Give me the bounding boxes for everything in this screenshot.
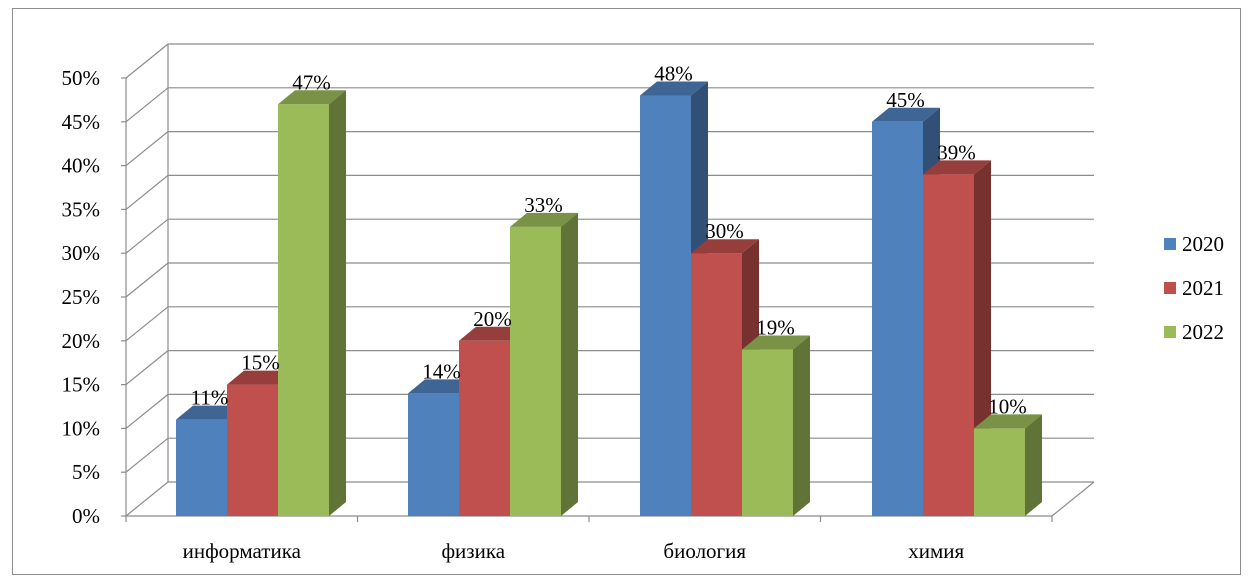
bar-front <box>459 340 510 516</box>
side-gridline <box>125 262 169 298</box>
data-labels: 11% 15% 47% 14% 20% 33% 48% 30% 19% 45% 39% 10% <box>191 62 1027 419</box>
legend-label: 2020 <box>1182 232 1224 256</box>
bar-top <box>742 335 810 350</box>
bar-top <box>640 81 708 96</box>
category-label: физика <box>441 539 505 563</box>
bar <box>742 335 810 516</box>
bar-top <box>510 212 578 227</box>
bar-side <box>1025 414 1042 516</box>
bar-side <box>329 90 346 516</box>
bar-top <box>278 90 346 105</box>
bars <box>176 81 1042 517</box>
data-label: 11% <box>191 386 229 410</box>
bar-front <box>872 121 923 517</box>
y-axis-labels: 0% 5% 10% 15% 20% 25% 30% 35% 40% 45% 50% <box>62 66 101 528</box>
floor-edge <box>1051 481 1095 517</box>
bar-top <box>872 107 940 122</box>
bar-front <box>691 253 742 516</box>
y-tick-label: 5% <box>72 460 100 484</box>
legend: 2020 2021 2022 <box>1164 232 1224 344</box>
side-gridline <box>125 481 169 517</box>
x-axis-labels: информатика физика биология химия <box>183 539 965 563</box>
bar <box>510 212 578 517</box>
data-label: 33% <box>524 193 563 217</box>
bar-front <box>510 226 561 517</box>
data-label: 14% <box>422 359 461 383</box>
bar <box>974 414 1042 516</box>
data-label: 48% <box>654 62 693 86</box>
y-tick-label: 25% <box>62 285 101 309</box>
bar <box>278 90 346 516</box>
legend-swatch <box>1164 282 1176 294</box>
data-label: 47% <box>292 70 331 94</box>
side-gridline <box>125 350 169 386</box>
y-tick-label: 40% <box>62 154 101 178</box>
data-label: 45% <box>886 88 925 112</box>
side-gridline <box>125 131 169 167</box>
data-label: 30% <box>705 219 744 243</box>
bar-side <box>561 212 578 517</box>
y-tick-label: 0% <box>72 504 100 528</box>
bar-front <box>227 384 278 516</box>
legend-swatch <box>1164 326 1176 338</box>
bar-top <box>974 414 1042 429</box>
data-label: 20% <box>473 307 512 331</box>
y-tick-label: 35% <box>62 197 101 221</box>
side-gridline <box>125 43 169 79</box>
bar-top <box>923 160 991 175</box>
legend-swatch <box>1164 238 1176 250</box>
y-tick-label: 20% <box>62 329 101 353</box>
side-gridline <box>125 174 169 210</box>
bar-front <box>923 174 974 517</box>
bar-front <box>408 393 459 516</box>
side-gridline <box>125 218 169 254</box>
y-tick-label: 30% <box>62 241 101 265</box>
legend-label: 2022 <box>1182 320 1224 344</box>
bar-front <box>742 349 793 516</box>
data-label: 19% <box>756 316 795 340</box>
side-gridline <box>125 87 169 123</box>
data-label: 39% <box>937 140 976 164</box>
side-gridline <box>125 393 169 429</box>
bar-top <box>691 239 759 254</box>
bar-front <box>278 104 329 516</box>
side-gridline <box>125 437 169 473</box>
bar-front <box>176 419 227 516</box>
category-label: биология <box>663 539 746 563</box>
y-tick-label: 50% <box>62 66 101 90</box>
data-label: 10% <box>988 394 1027 418</box>
bar-side <box>793 335 810 516</box>
y-tick-label: 45% <box>62 110 101 134</box>
legend-label: 2021 <box>1182 276 1224 300</box>
bar-front <box>974 428 1025 516</box>
y-tick-label: 15% <box>62 373 101 397</box>
category-label: информатика <box>183 539 302 563</box>
y-tick-label: 10% <box>62 416 101 440</box>
side-gridline <box>125 306 169 342</box>
bar-front <box>640 95 691 517</box>
data-label: 15% <box>241 351 280 375</box>
category-label: химия <box>908 539 964 563</box>
